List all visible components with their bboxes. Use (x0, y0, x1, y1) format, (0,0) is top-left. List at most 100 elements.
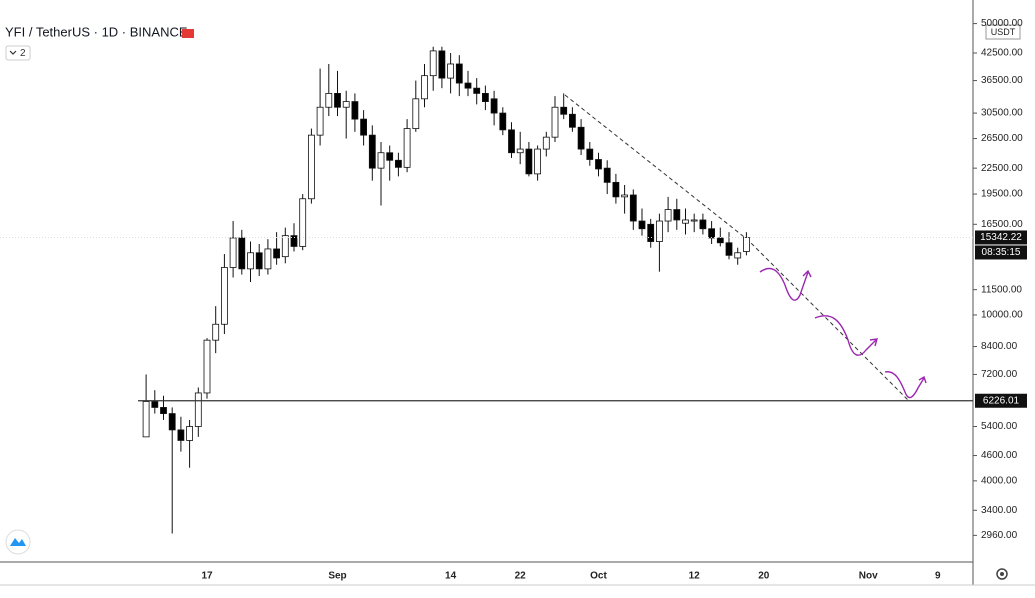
candle-body (516, 148, 524, 154)
candle-body (586, 148, 594, 160)
candle-body (708, 228, 715, 239)
candle-body (429, 50, 437, 77)
x-tick-label: 14 (445, 571, 457, 582)
candle-body (247, 252, 254, 270)
currency-box (985, 24, 1021, 40)
last-price-label: 15342.22 (980, 232, 1022, 243)
candle-body (603, 167, 611, 183)
candle-body (447, 63, 455, 79)
y-tick-label: 3400.00 (981, 505, 1018, 516)
candle-body (238, 237, 246, 270)
candle-body (368, 134, 376, 169)
candle-body (142, 401, 150, 438)
candle-body (377, 152, 385, 169)
y-tick-label: 26500.00 (981, 133, 1023, 144)
projection-arrows (759, 267, 927, 399)
candle-body (725, 242, 733, 256)
candle-body (151, 401, 159, 408)
candle-body (508, 129, 515, 154)
currency-label: USDT (991, 27, 1016, 37)
candle-body (186, 426, 194, 441)
candle-body (481, 93, 489, 102)
candle-body (281, 235, 289, 258)
candle-body (664, 209, 672, 222)
x-tick-label: Nov (859, 571, 878, 582)
x-tick-label: 9 (935, 571, 941, 582)
x-tick-label: Sep (328, 571, 346, 582)
candle-body (629, 194, 637, 222)
candle-body (612, 181, 620, 198)
y-tick-label: 16500.00 (981, 219, 1023, 230)
candle-body (542, 136, 550, 150)
candle-body (525, 148, 533, 175)
y-tick-label: 11500.00 (981, 284, 1022, 295)
candle-body (560, 106, 568, 115)
y-tick-label: 22500.00 (981, 163, 1023, 174)
candle-body (638, 220, 646, 230)
candle-body (551, 106, 559, 138)
candle-body (342, 101, 350, 108)
candle-body (160, 407, 167, 414)
candle-body (421, 75, 428, 100)
candle-body (673, 209, 681, 221)
horizontal-line-label: 6226.01 (983, 395, 1020, 406)
arrow (814, 315, 878, 356)
candle-body (690, 219, 698, 222)
candle-body (212, 323, 220, 341)
exchange-flag (182, 29, 194, 38)
candle-body (229, 237, 237, 268)
y-tick-label: 2960.00 (981, 530, 1018, 541)
candle-body (360, 118, 368, 136)
y-tick-label: 42500.00 (981, 48, 1023, 59)
indicator-count: 2 (20, 48, 26, 59)
candle-body (307, 134, 315, 200)
countdown-label: 08:35:15 (982, 247, 1021, 258)
candle-body (490, 98, 498, 114)
candle-body (438, 50, 446, 79)
candle-body (351, 101, 359, 120)
candle-body (386, 152, 394, 161)
candle-body (412, 98, 420, 129)
y-tick-label: 36500.00 (981, 75, 1023, 86)
candle-body (394, 159, 402, 168)
y-tick-label: 30500.00 (981, 108, 1023, 119)
candle-body (455, 63, 463, 84)
y-tick-label: 4000.00 (981, 475, 1018, 486)
candle-body (177, 429, 185, 441)
candle-body (656, 220, 663, 242)
candle-body (734, 252, 742, 259)
candle-body (647, 223, 655, 242)
chevron-icon (9, 50, 17, 55)
settings-icon[interactable] (996, 568, 1008, 580)
y-tick-label: 10000.00 (981, 310, 1023, 321)
chart-title: YFI / TetherUS · 1D · BINANCE (5, 24, 188, 39)
indicator-toggle[interactable] (5, 45, 31, 61)
x-tick-label: 12 (689, 571, 701, 582)
candle-body (255, 252, 263, 270)
candle-body (621, 194, 628, 198)
y-tick-label: 50000.00 (981, 18, 1023, 29)
y-tick-label: 4600.00 (981, 450, 1018, 461)
price-label-box (975, 393, 1027, 408)
candle-body (473, 87, 481, 94)
countdown-box (975, 245, 1027, 260)
candle-body (316, 106, 324, 136)
arrow (884, 371, 927, 399)
candle-body (716, 237, 724, 244)
candle-body (203, 339, 211, 394)
tradingview-logo[interactable] (5, 529, 31, 555)
candle-body (325, 93, 333, 108)
candle-body (499, 112, 507, 131)
arrow (759, 267, 812, 301)
candle-body (273, 248, 281, 259)
candle-body (534, 148, 541, 175)
candle-body (299, 198, 307, 247)
candle-body (699, 219, 707, 230)
candle-body (334, 93, 341, 108)
candle-body (569, 113, 576, 128)
candle-body (220, 267, 228, 325)
candle-body (743, 237, 750, 252)
y-tick-label: 5400.00 (981, 421, 1018, 432)
